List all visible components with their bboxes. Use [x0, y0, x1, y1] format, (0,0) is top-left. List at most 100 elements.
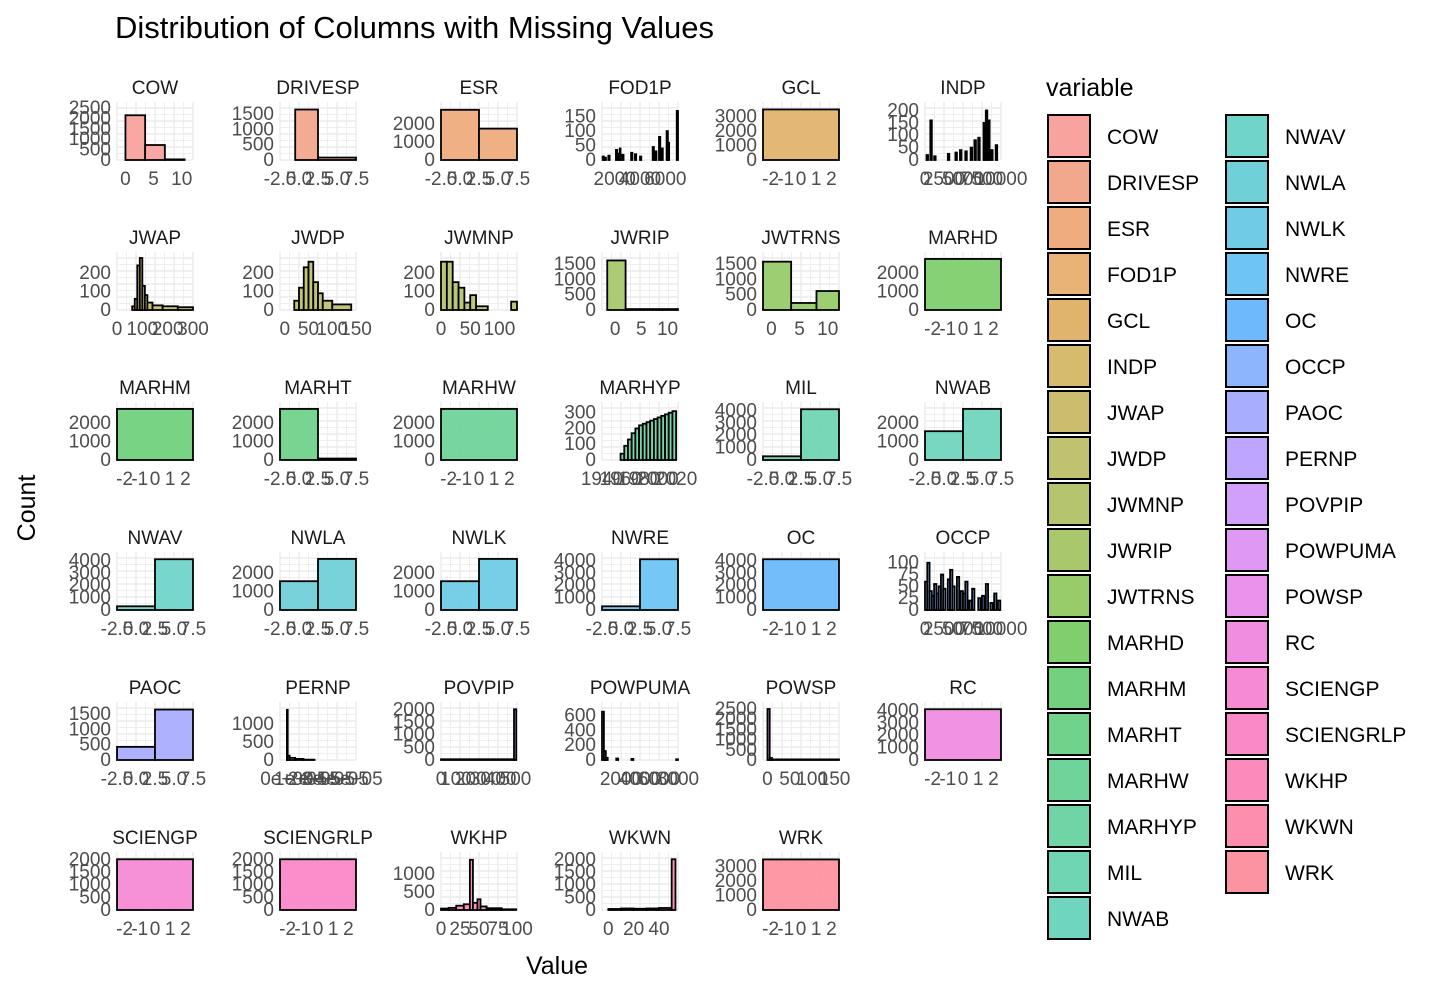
legend-key: [1226, 713, 1268, 755]
histogram-bar: [602, 606, 640, 610]
histogram-bar: [986, 110, 988, 160]
histogram-bar: [616, 759, 618, 760]
histogram-bar: [479, 559, 517, 610]
histogram-bar: [621, 908, 634, 910]
x-tick-label: 150: [819, 769, 851, 790]
x-tick-label: 40: [648, 919, 669, 940]
histogram-bar: [163, 306, 178, 310]
histogram-bar: [502, 909, 516, 910]
x-tick-label: -1: [777, 619, 794, 640]
facet-panel: JWTRNS0500100015000 5 10: [715, 228, 841, 340]
x-tick-label: 7.5: [343, 619, 369, 640]
y-tick-label: 1500: [554, 254, 596, 275]
x-tick-label: 10: [171, 169, 192, 190]
legend-label: INDP: [1107, 356, 1157, 379]
histogram-bar: [763, 262, 791, 310]
legend-label: MARHD: [1107, 632, 1184, 655]
legend-key: [1048, 759, 1090, 801]
facet-panel: MARHW010002000-2-1 0 1 2: [393, 378, 517, 490]
facet-strip-label: WKHP: [451, 828, 508, 849]
x-tick-label: 10000: [975, 619, 1028, 640]
legend-label: MARHM: [1107, 678, 1186, 701]
bars: [117, 710, 193, 760]
histogram-bar: [295, 759, 303, 760]
y-tick-label: 4000: [715, 400, 757, 421]
facet-strip-label: NWLK: [452, 528, 507, 549]
legend-key: [1226, 207, 1268, 249]
facet-strip-label: NWRE: [611, 528, 669, 549]
y-tick-label: 2000: [69, 849, 111, 870]
y-tick-label: 200: [242, 263, 274, 284]
legend-label: SCIENGP: [1285, 678, 1380, 701]
legend-key: [1226, 483, 1268, 525]
y-tick-label: 0: [424, 450, 435, 471]
legend-key: [1226, 621, 1268, 663]
histogram-bar: [984, 123, 986, 160]
y-tick-label: 1500: [715, 254, 757, 275]
x-tick-label: 50: [460, 319, 481, 340]
legend-label: OCCP: [1285, 356, 1346, 379]
facet-panel: JWAP01002000 100200300: [79, 228, 209, 340]
y-tick-label: 600: [564, 705, 596, 726]
histogram-bar: [952, 586, 954, 610]
y-tick-label: 4000: [715, 550, 757, 571]
y-tick-label: 1000: [232, 431, 274, 452]
x-tick-label: 2: [180, 469, 191, 490]
x-tick-label: 1: [165, 919, 176, 940]
histogram-bar: [972, 589, 974, 610]
bars: [294, 262, 351, 310]
legend-key: [1226, 759, 1268, 801]
histogram-bar: [925, 709, 1001, 760]
bars: [607, 260, 678, 310]
legend-key: [1048, 391, 1090, 433]
y-tick-label: 0: [424, 900, 435, 921]
facet-strip-label: RC: [949, 678, 976, 699]
x-tick-label: 7.5: [504, 619, 530, 640]
bars: [441, 409, 517, 460]
y-axis-label: Count: [13, 475, 41, 542]
histogram-bar: [125, 115, 145, 160]
y-tick-label: 1000: [877, 281, 919, 302]
y-tick-label: 300: [564, 403, 596, 424]
histogram-bar: [646, 908, 659, 910]
histogram-bar: [441, 759, 514, 760]
histogram-bar: [280, 859, 356, 910]
x-tick-label: 100: [484, 319, 516, 340]
x-tick-label: 2: [988, 319, 999, 340]
histogram-bar: [676, 759, 678, 760]
histogram-bar: [659, 137, 660, 160]
histogram-bar: [323, 301, 333, 310]
facet-strip-label: FOD1P: [608, 78, 671, 99]
x-tick-label: 5: [148, 169, 159, 190]
histogram-bar: [332, 304, 351, 310]
facet-strip-label: MARHD: [928, 228, 998, 249]
histogram-bar: [280, 409, 318, 460]
facet-strip-label: MARHM: [119, 378, 191, 399]
histogram-bar: [631, 759, 633, 760]
legend-key: [1226, 851, 1268, 893]
legend-label: WKHP: [1285, 770, 1348, 793]
histogram-bar: [672, 859, 676, 910]
histogram-bar: [152, 305, 162, 310]
legend-label: ESR: [1107, 218, 1150, 241]
x-tick-label: 0: [436, 319, 447, 340]
histogram-bar: [969, 601, 971, 610]
histogram-bar: [514, 709, 516, 760]
bars: [763, 109, 839, 160]
histogram-bar: [117, 606, 155, 610]
x-tick-label: 8000: [657, 769, 699, 790]
histogram-bar: [982, 596, 984, 610]
y-tick-label: 100: [887, 553, 919, 574]
legend-key: [1048, 161, 1090, 203]
y-tick-label: 1500: [69, 704, 111, 725]
histogram-bar: [934, 156, 936, 160]
x-tick-label: 1: [811, 919, 822, 940]
facet-panel: MARHYP010020030019401960198020002020: [564, 378, 697, 490]
histogram-bar: [971, 148, 973, 160]
histogram-bar: [441, 909, 449, 910]
x-tick-label: 10: [817, 319, 838, 340]
x-tick-label: 1: [973, 769, 984, 790]
